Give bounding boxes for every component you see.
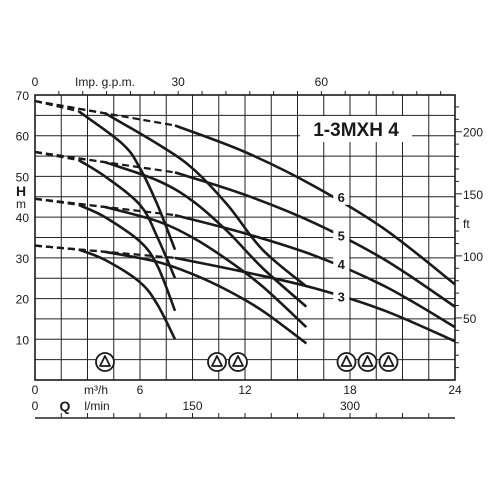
curve-solid-4-1 (78, 203, 177, 312)
pump-curves (34, 100, 456, 345)
curve-solid-6-2 (104, 112, 308, 288)
x-primary-tick-label: 18 (343, 383, 357, 397)
y-right-tick-label: 50 (463, 312, 477, 326)
x-secondary-unit: l/min (84, 399, 109, 413)
x-secondary-tick-label: 0 (32, 399, 39, 413)
curve-label-3: 3 (338, 290, 345, 305)
pump-symbols (95, 352, 399, 372)
pump-symbol-icon (378, 352, 399, 372)
y-left-tick-label: 30 (16, 252, 30, 266)
x-axis-label: Q (60, 398, 71, 414)
curve-solid-4-3 (174, 213, 456, 329)
pump-symbol-icon (228, 352, 248, 372)
curve-dashed-5-3 (34, 150, 176, 174)
curve-solid-5-3 (174, 171, 456, 308)
x-top-unit: Imp. g.p.m. (75, 75, 135, 89)
y-left-tick-label: 20 (16, 293, 30, 307)
y-right-tick-label: 150 (463, 188, 483, 202)
y-left-tick-label: 50 (16, 170, 30, 184)
curve-label-6: 6 (338, 190, 345, 205)
x-primary-tick-label: 12 (238, 383, 252, 397)
curve-label-box (333, 256, 350, 272)
curve-label-5: 5 (338, 229, 345, 244)
curve-label-box (333, 188, 350, 205)
y-right-unit: ft (463, 217, 470, 231)
y-left-tick-label: 60 (16, 130, 30, 144)
x-primary-unit: m³/h (84, 383, 108, 397)
y-right-tick-label: 200 (463, 126, 483, 140)
curve-dashed-6-1 (34, 100, 80, 113)
x-top-tick-label: 60 (315, 75, 329, 89)
y-left-unit: m (16, 197, 26, 211)
curve-solid-5-1 (78, 159, 177, 279)
x-primary-tick-label: 24 (448, 383, 462, 397)
x-primary-tick-label: 6 (137, 383, 144, 397)
curve-solid-4-2 (104, 205, 308, 329)
curve-dashed-4-3 (34, 197, 176, 217)
pump-symbol-icon (95, 352, 115, 372)
curve-label-box (333, 227, 350, 244)
curve-solid-6-1 (78, 110, 177, 251)
curve-solid-6-3 (174, 124, 456, 286)
y-left-tick-label: 10 (16, 333, 30, 347)
curve-solid-5-2 (104, 160, 308, 308)
x-secondary-tick-label: 300 (340, 399, 360, 413)
curve-dashed-6-3 (34, 100, 176, 127)
y-left-tick-label: 40 (16, 211, 30, 225)
curve-solid-3-2 (104, 250, 308, 345)
curve-dashed-3-3 (34, 244, 176, 259)
y-left-axis-label: H (16, 183, 26, 199)
curve-solid-3-1 (78, 248, 177, 340)
pump-symbol-icon (357, 352, 378, 372)
x-top-tick-label: 0 (32, 75, 39, 89)
chart-frame (34, 91, 462, 419)
plot-border (34, 94, 456, 381)
y-right-tick-label: 100 (463, 250, 483, 264)
x-secondary-tick-label: 150 (182, 399, 202, 413)
x-primary-tick-label: 0 (32, 383, 39, 397)
curve-solid-3-3 (174, 256, 456, 343)
chart-title: 1-3MXH 4 (313, 120, 399, 141)
curve-label-box (333, 288, 350, 305)
x-top-tick-label: 30 (172, 75, 186, 89)
pump-symbol-icon (207, 352, 227, 372)
title-box (300, 116, 412, 142)
pump-symbol-icon (336, 352, 357, 372)
y-left-tick-label: 70 (16, 89, 30, 103)
curve-label-4: 4 (338, 257, 346, 272)
